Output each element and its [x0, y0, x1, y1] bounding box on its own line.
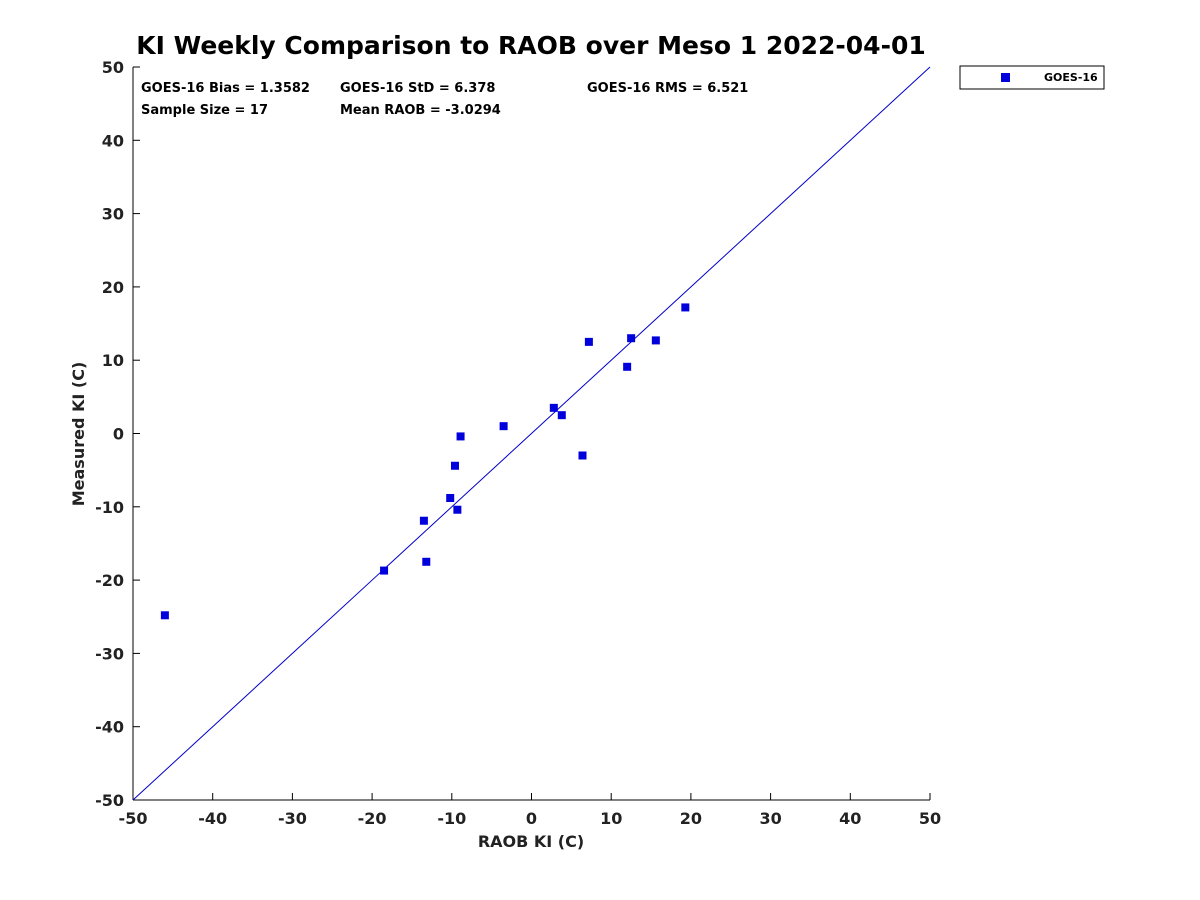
y-tick-label: -20: [95, 571, 124, 590]
x-tick-label: 50: [919, 809, 941, 828]
x-tick-label: 20: [680, 809, 702, 828]
stat-sample-size: Sample Size = 17: [141, 103, 268, 118]
x-tick-label: 30: [759, 809, 781, 828]
y-tick-label: 40: [102, 131, 124, 150]
y-ticks: -50 -40 -30 -20 -10 0 10 20 30 40 50: [95, 58, 140, 810]
y-tick-label: 0: [113, 425, 124, 444]
stat-bias: GOES-16 Bias = 1.3582: [141, 81, 310, 96]
data-point: [380, 566, 389, 575]
data-point: [160, 611, 169, 620]
goes16-points: [160, 303, 690, 620]
data-point: [419, 516, 428, 525]
y-tick-label: -30: [95, 644, 124, 663]
stat-mean-raob: Mean RAOB = -3.0294: [340, 103, 501, 118]
data-point: [578, 451, 587, 460]
data-point: [422, 557, 431, 566]
statistics-block: GOES-16 Bias = 1.3582 GOES-16 StD = 6.37…: [141, 81, 748, 118]
data-point: [499, 422, 508, 431]
y-tick-label: 30: [102, 205, 124, 224]
y-axis-label: Measured KI (C): [69, 362, 88, 507]
data-point: [651, 336, 660, 345]
y-tick-label: -10: [95, 498, 124, 517]
data-point: [627, 334, 636, 343]
data-point: [453, 505, 462, 514]
data-point: [681, 303, 690, 312]
x-tick-label: 10: [600, 809, 622, 828]
legend-marker-square: [1001, 73, 1010, 82]
y-tick-label: -50: [95, 791, 124, 810]
stat-std: GOES-16 StD = 6.378: [340, 81, 495, 96]
data-point: [456, 432, 465, 441]
y-tick-label: 20: [102, 278, 124, 297]
legend-label-goes16: GOES-16: [1044, 71, 1098, 84]
stat-rms: GOES-16 RMS = 6.521: [587, 81, 748, 96]
one-to-one-line: [132, 66, 931, 801]
y-tick-label: 50: [102, 58, 124, 77]
x-tick-label: 40: [839, 809, 861, 828]
legend: GOES-16: [959, 65, 1105, 90]
x-tick-label: -50: [119, 809, 148, 828]
x-tick-label: -20: [358, 809, 387, 828]
x-ticks: -50 -40 -30 -20 -10 0 10 20 30 40 50: [119, 793, 941, 828]
data-point: [557, 411, 566, 420]
data-point: [584, 337, 593, 346]
y-tick-label: 10: [102, 351, 124, 370]
x-tick-label: -30: [278, 809, 307, 828]
y-tick-label: -40: [95, 718, 124, 737]
x-tick-label: -40: [198, 809, 227, 828]
x-tick-label: 0: [526, 809, 537, 828]
data-point: [446, 494, 455, 503]
chart-title: KI Weekly Comparison to RAOB over Meso 1…: [136, 31, 925, 60]
data-point: [549, 403, 558, 412]
data-point: [623, 362, 632, 371]
x-tick-label: -10: [437, 809, 466, 828]
x-axis-label: RAOB KI (C): [478, 832, 584, 851]
data-point: [450, 461, 459, 470]
legend-box: [959, 65, 1105, 90]
